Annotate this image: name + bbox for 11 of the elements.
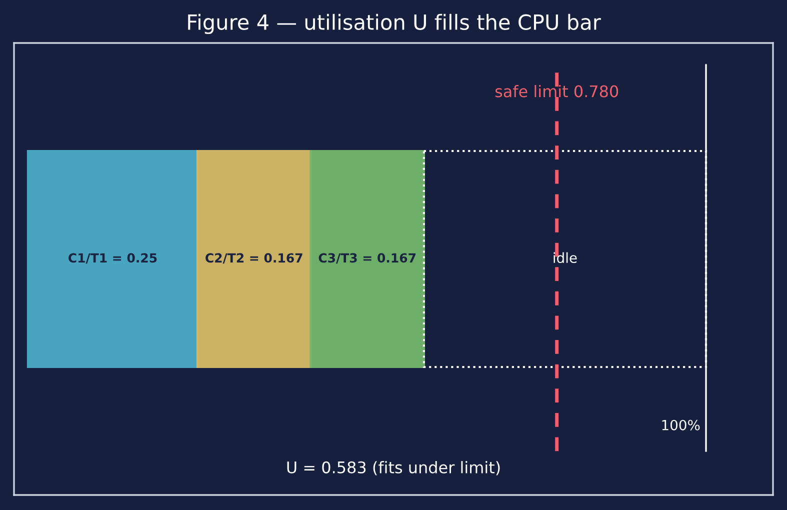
data-label: C1/T1 = 0.25 xyxy=(68,253,157,264)
data-label: C2/T2 = 0.167 xyxy=(206,253,302,264)
data-label: idle xyxy=(554,252,577,264)
data-label: C3/T3 = 0.167 xyxy=(318,253,416,264)
ref-line-label: 100% xyxy=(662,420,700,430)
bar xyxy=(26,150,199,368)
ref-line-label: safe limit 0.780 xyxy=(495,84,618,98)
bar xyxy=(310,150,425,368)
text: U = 0.583 (fits under limit) xyxy=(287,461,500,476)
chart-title: Figure 4 — utilisation U fills the CPU bar xyxy=(188,14,601,34)
bar xyxy=(196,150,312,368)
